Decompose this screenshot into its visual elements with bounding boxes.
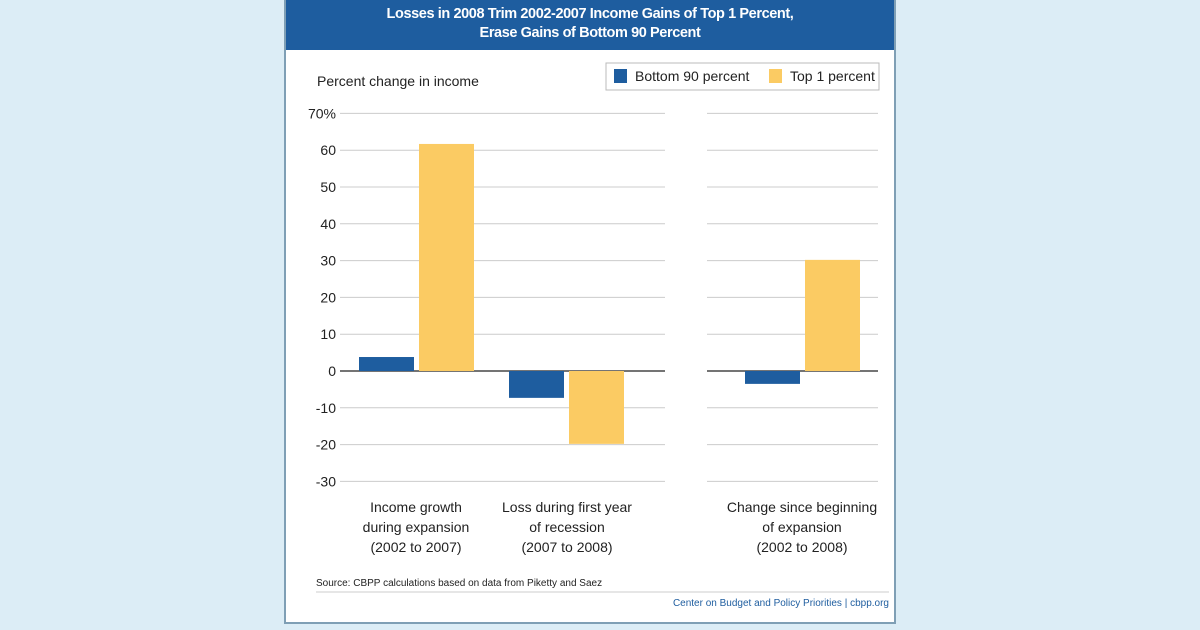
chart-card: Losses in 2008 Trim 2002-2007 Income Gai… [284,0,896,624]
y-tick-label: 0 [328,363,336,379]
bar-bottom-90-percent [745,371,800,384]
y-tick-label: 30 [320,253,336,269]
category-label: Income growth [370,499,462,515]
y-tick-label: -20 [316,437,336,453]
category-label: of expansion [762,519,841,535]
category-label: (2007 to 2008) [521,539,612,555]
bar-bottom-90-percent [509,371,564,398]
y-tick-label: 50 [320,179,336,195]
y-tick-label: 20 [320,289,336,305]
legend-label: Top 1 percent [790,68,875,84]
chart-title-line-1: Losses in 2008 Trim 2002-2007 Income Gai… [386,6,794,22]
credit-line: Center on Budget and Policy Priorities |… [673,598,889,609]
legend-swatch [614,69,627,83]
bar-top-1-percent [805,259,860,371]
y-tick-label: 70% [308,105,336,121]
source-note: Source: CBPP calculations based on data … [316,578,602,589]
y-tick-label: 40 [320,216,336,232]
y-axis-title: Percent change in income [317,73,479,89]
category-label: Loss during first year [502,499,632,515]
bar-top-1-percent [569,371,624,444]
category-label: of recession [529,519,604,535]
category-label: Change since beginning [727,499,877,515]
chart-title: Losses in 2008 Trim 2002-2007 Income Gai… [286,0,894,50]
y-tick-label: 60 [320,142,336,158]
y-tick-label: 10 [320,326,336,342]
bar-top-1-percent [419,143,474,371]
category-label: (2002 to 2008) [756,539,847,555]
legend-box [605,62,880,91]
legend-label: Bottom 90 percent [635,68,750,84]
bar-bottom-90-percent [359,357,414,371]
category-label: (2002 to 2007) [370,539,461,555]
chart-title-line-2: Erase Gains of Bottom 90 Percent [479,25,701,41]
y-tick-label: -30 [316,473,336,489]
legend-swatch [769,69,782,83]
category-label: during expansion [363,519,470,535]
y-tick-label: -10 [316,400,336,416]
